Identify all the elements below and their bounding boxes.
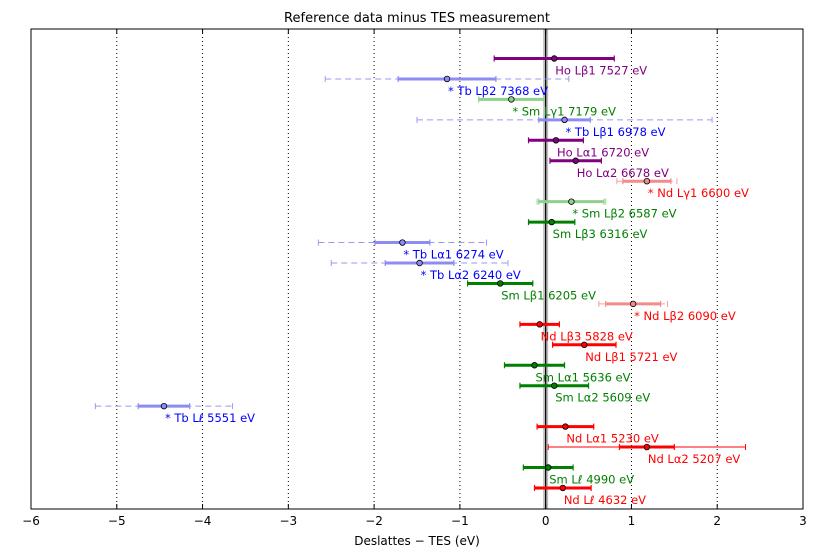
errorbar-point: * Tb Lα1 6274 eV xyxy=(317,239,504,262)
x-tick-label: 0 xyxy=(542,514,550,528)
errorbar-point: Sm Lβ1 6205 eV xyxy=(467,280,596,302)
grid xyxy=(116,29,718,509)
data-point-label: Sm Lℓ 4990 eV xyxy=(549,473,634,487)
data-point-label: Nd Lβ1 5721 eV xyxy=(585,350,677,364)
data-point-label: * Nd Lβ2 6090 eV xyxy=(634,309,736,323)
data-point-marker xyxy=(508,96,515,103)
data-point-marker xyxy=(568,198,575,205)
errorbar-point: Nd Lℓ 4632 eV xyxy=(533,484,646,507)
errorbar-point: * Tb Lα2 6240 eV xyxy=(330,259,521,282)
data-point-label: Sm Lα2 5609 eV xyxy=(555,391,650,405)
errorbar-point: * Sm Lβ2 6587 eV xyxy=(536,198,677,221)
data-point-marker xyxy=(548,218,555,226)
errorbar-point: * Tb Lβ2 7368 eV xyxy=(324,75,570,98)
data-point-marker xyxy=(643,443,651,451)
errorbar-point: * Nd Lβ2 6090 eV xyxy=(598,300,736,323)
errorbar-point: Nd Lα1 5230 eV xyxy=(536,423,659,446)
errorbar-point: Ho Lβ1 7527 eV xyxy=(493,55,647,78)
x-tick-label: −6 xyxy=(22,514,40,528)
data-point-marker xyxy=(551,382,558,389)
data-point-marker xyxy=(416,259,423,267)
x-tick-label: −5 xyxy=(108,514,126,528)
errorbar-point: Ho Lα2 6678 eV xyxy=(549,157,669,180)
x-tick-label: −2 xyxy=(365,514,383,528)
data-point-label: * Nd Lγ1 6600 eV xyxy=(648,186,749,200)
errorbar-point: Sm Lα2 5609 eV xyxy=(519,382,650,405)
x-tick-label: 1 xyxy=(628,514,636,528)
data-point-marker xyxy=(536,321,543,328)
x-tick-label: −4 xyxy=(194,514,212,528)
zero-line xyxy=(543,29,549,509)
errorbar-point: * Tb Lℓ 5551 eV xyxy=(94,402,255,425)
x-tick-label: 3 xyxy=(799,514,807,528)
errorbar-point: Nd Lα2 5207 eV xyxy=(547,443,747,466)
errorbar-point: * Sm Lγ1 7179 eV xyxy=(478,96,616,118)
chart-title: Reference data minus TES measurement xyxy=(284,11,550,26)
data-point-marker xyxy=(561,116,568,124)
data-point-label: Sm Lβ1 6205 eV xyxy=(501,288,596,302)
data-point-label: Sm Lα1 5636 eV xyxy=(536,370,631,384)
data-point-label: * Tb Lα1 6274 eV xyxy=(403,248,503,262)
errorbar-point: * Tb Lβ1 6978 eV xyxy=(416,116,713,139)
data-point-label: Ho Lβ1 7527 eV xyxy=(555,64,647,78)
x-tick-label: −1 xyxy=(451,514,469,528)
errorbar-point: Sm Lα1 5636 eV xyxy=(503,362,631,384)
data-point-label: * Tb Lα2 6240 eV xyxy=(421,268,521,282)
x-axis-label: Deslattes − TES (eV) xyxy=(354,534,480,548)
data-point-marker xyxy=(559,484,567,492)
errorbar-point: Nd Lβ3 5828 eV xyxy=(519,321,633,343)
data-point-label: Ho Lα1 6720 eV xyxy=(557,145,649,159)
data-marks: Ho Lβ1 7527 eV * Tb Lβ2 7368 eV * Sm Lγ1 7… xyxy=(94,55,749,507)
data-point-marker xyxy=(551,55,558,62)
data-point-label: Ho Lα2 6678 eV xyxy=(577,166,669,180)
data-point-marker xyxy=(399,239,406,246)
data-point-label: Nd Lℓ 4632 eV xyxy=(564,493,646,507)
errorbar-point: Ho Lα1 6720 eV xyxy=(527,137,649,159)
x-tick-label: −3 xyxy=(279,514,297,528)
data-point-marker xyxy=(497,280,504,287)
errorbar-point: Sm Lβ3 6316 eV xyxy=(527,218,648,241)
data-point-marker xyxy=(562,423,569,430)
data-point-marker xyxy=(531,362,538,369)
errorbar-point: * Nd Lγ1 6600 eV xyxy=(616,177,749,200)
data-point-marker xyxy=(643,177,651,185)
data-point-label: * Tb Lβ2 7368 eV xyxy=(448,84,548,98)
data-point-marker xyxy=(572,157,579,164)
data-point-marker xyxy=(629,300,637,308)
data-point-label: * Sm Lγ1 7179 eV xyxy=(512,104,616,118)
data-point-label: Sm Lβ3 6316 eV xyxy=(553,227,648,241)
data-point-label: * Tb Lℓ 5551 eV xyxy=(165,411,255,425)
x-axis-ticks: −6 −5 −4 −3 −2 −1 0 1 2 3 xyxy=(22,29,807,528)
data-point-marker xyxy=(545,464,552,471)
errorbar-point: Sm Lℓ 4990 eV xyxy=(522,464,634,487)
data-point-marker xyxy=(581,341,588,348)
x-tick-label: 2 xyxy=(713,514,721,528)
data-point-marker xyxy=(443,75,451,83)
plot-frame xyxy=(30,28,804,510)
data-point-label: Nd Lβ3 5828 eV xyxy=(541,329,633,343)
data-point-label: Nd Lα2 5207 eV xyxy=(648,452,741,466)
data-point-label: Nd Lα1 5230 eV xyxy=(566,432,659,446)
data-point-marker xyxy=(552,137,560,144)
errorbar-point: Nd Lβ1 5721 eV xyxy=(551,341,678,364)
data-point-label: * Tb Lβ1 6978 eV xyxy=(566,125,666,139)
data-point-label: * Sm Lβ2 6587 eV xyxy=(572,207,676,221)
data-point-marker xyxy=(160,402,168,410)
